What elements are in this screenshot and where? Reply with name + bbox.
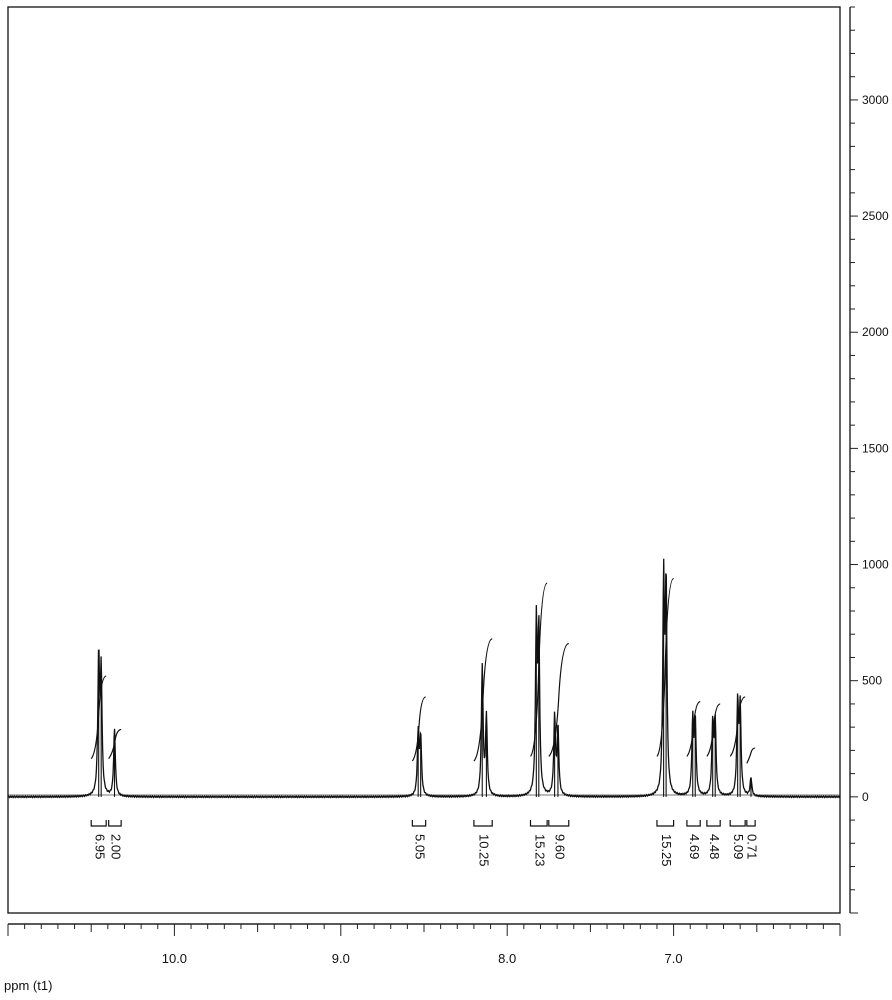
integral-bracket xyxy=(474,820,492,826)
x-axis-ticks: 10.0 9.0 8.0 7.0 xyxy=(8,924,840,966)
integral-bracket xyxy=(412,820,425,826)
y-tick-label: 3000 xyxy=(862,93,889,107)
integral-value: 2.00 xyxy=(108,834,123,859)
x-tick-label: 8.0 xyxy=(498,951,516,966)
integral-bracket xyxy=(687,820,700,826)
integral-value: 4.69 xyxy=(687,834,702,859)
x-tick-label: 10.0 xyxy=(162,951,187,966)
integral-bracket xyxy=(730,820,745,826)
integral-value: 15.25 xyxy=(659,834,674,867)
integral-value: 0.71 xyxy=(745,834,760,859)
integral-curve xyxy=(707,704,720,756)
y-tick-label: 500 xyxy=(862,674,882,688)
integral-value: 6.95 xyxy=(92,834,107,859)
x-tick-label: 7.0 xyxy=(665,951,683,966)
y-tick-label: 1500 xyxy=(862,441,889,455)
integral-value: 5.05 xyxy=(413,834,428,859)
y-axis-ticks: 0 500 1000 1500 2000 2500 3000 xyxy=(850,7,889,913)
integral-labels: 6.952.00 5.05 10.25 15.23 9.60 15.25 4.69 4.48 5… xyxy=(91,820,759,867)
y-tick-label: 1000 xyxy=(862,558,889,572)
spectrum-trace xyxy=(8,559,840,798)
integral-value: 5.09 xyxy=(731,834,746,859)
integral-bracket xyxy=(109,820,121,826)
integral-value: 10.25 xyxy=(477,834,492,867)
integral-bracket xyxy=(657,820,674,826)
x-axis-label: ppm (t1) xyxy=(4,978,52,993)
y-tick-label: 2000 xyxy=(862,325,889,339)
integral-bracket xyxy=(530,820,547,826)
integral-curve xyxy=(412,697,425,761)
integral-bracket xyxy=(747,820,755,826)
integral-bracket xyxy=(707,820,720,826)
integral-value: 9.60 xyxy=(552,834,567,859)
integral-value: 4.48 xyxy=(707,834,722,859)
x-tick-label: 9.0 xyxy=(332,951,350,966)
y-tick-label: 0 xyxy=(862,790,869,804)
integral-bracket xyxy=(549,820,569,826)
integral-value: 15.23 xyxy=(532,834,547,867)
integral-bracket xyxy=(91,820,106,826)
y-tick-label: 2500 xyxy=(862,209,889,223)
integral-curve xyxy=(747,748,755,763)
integral-curves xyxy=(91,578,755,763)
integral-curve xyxy=(687,702,700,757)
